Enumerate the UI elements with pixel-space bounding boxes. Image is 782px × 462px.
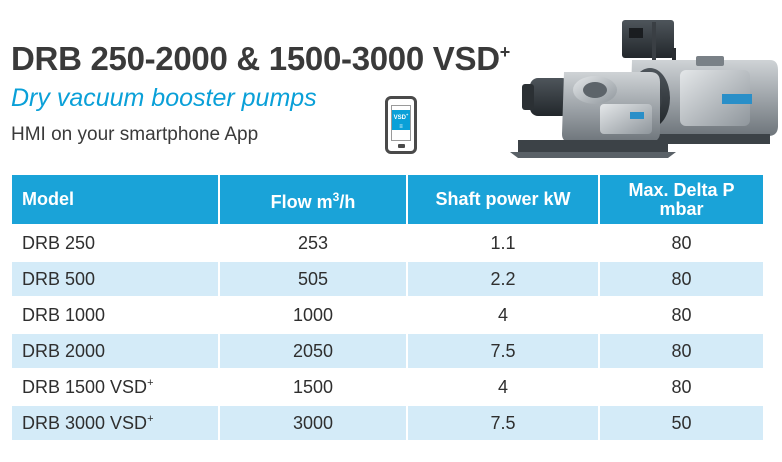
pumps-image: [510, 20, 778, 158]
cell-model: DRB 500: [12, 262, 218, 296]
cell-model: DRB 2000: [12, 334, 218, 368]
page-subtitle: Dry vacuum booster pumps: [11, 84, 317, 112]
cell-flow: 1000: [292, 304, 334, 325]
table-row: DRB 250 253 1.1 80: [12, 226, 763, 260]
header-flow-sup: 3: [332, 189, 340, 204]
table-row: DRB 1500 VSD+ 1500 4 80: [12, 370, 763, 404]
table-row: DRB 3000 VSD+ 3000 7.5 50: [12, 406, 763, 440]
table-header-row: Model Flow m3/h Shaft power kW Max. Delt…: [12, 175, 763, 224]
model-name: DRB 1000: [22, 304, 106, 325]
model-name: DRB 3000 VSD: [22, 412, 148, 433]
cell-model: DRB 1000: [12, 298, 218, 332]
cell-flow: 3000: [220, 406, 406, 440]
header-delta-line2: mbar: [659, 198, 704, 219]
hmi-text: HMI on your smartphone App: [11, 124, 259, 145]
header-flow-text: Flow m: [270, 191, 333, 212]
cell-power: 1.1: [490, 232, 516, 253]
cell-flow: 253: [297, 232, 329, 253]
cell-flow: 2050: [220, 334, 406, 368]
header-flow-unit: /h: [339, 191, 356, 212]
cell-flow: 505: [220, 262, 406, 296]
cell-power: 4: [497, 304, 508, 325]
model-sup: +: [147, 412, 154, 425]
model-sup: +: [147, 376, 154, 389]
header-power: Shaft power kW: [408, 175, 598, 224]
cell-delta: 80: [671, 304, 692, 325]
vsd-badge-sup: +: [406, 112, 409, 117]
phone-screen: VSD+ ≡: [391, 105, 411, 141]
cell-flow: 1500: [292, 376, 334, 397]
model-name: DRB 1500 VSD: [22, 376, 148, 397]
cell-power: 2.2: [408, 262, 598, 296]
cell-power: 7.5: [408, 406, 598, 440]
cell-power: 7.5: [408, 334, 598, 368]
page-title: DRB 250-2000 & 1500-3000 VSD+: [11, 40, 510, 78]
cell-delta: 80: [600, 262, 763, 296]
title-superscript: +: [499, 42, 511, 62]
table-row: DRB 500 505 2.2 80: [12, 262, 763, 296]
cell-model: DRB 3000 VSD+: [12, 406, 218, 440]
table-row: DRB 2000 2050 7.5 80: [12, 334, 763, 368]
vsd-badge: VSD+ ≡: [392, 110, 410, 130]
specs-table: Model Flow m3/h Shaft power kW Max. Delt…: [10, 173, 765, 442]
phone-home-button: [398, 144, 405, 148]
header-delta-line1: Max. Delta P: [628, 179, 735, 200]
cell-delta: 80: [671, 376, 692, 397]
cell-model: DRB 250: [12, 226, 218, 260]
cell-delta: 50: [600, 406, 763, 440]
smartphone-icon: VSD+ ≡: [385, 96, 417, 154]
model-name: DRB 500: [22, 268, 96, 289]
model-name: DRB 250: [22, 232, 96, 253]
table-row: DRB 1000 1000 4 80: [12, 298, 763, 332]
cell-model: DRB 1500 VSD+: [12, 370, 218, 404]
cell-delta: 80: [671, 232, 692, 253]
cell-delta: 80: [600, 334, 763, 368]
cell-power: 4: [497, 376, 508, 397]
vsd-badge-text: VSD: [393, 115, 406, 121]
model-name: DRB 2000: [22, 340, 106, 361]
header-flow: Flow m3/h: [220, 175, 406, 224]
title-text: DRB 250-2000 & 1500-3000 VSD: [11, 40, 500, 77]
header-model: Model: [12, 175, 218, 224]
